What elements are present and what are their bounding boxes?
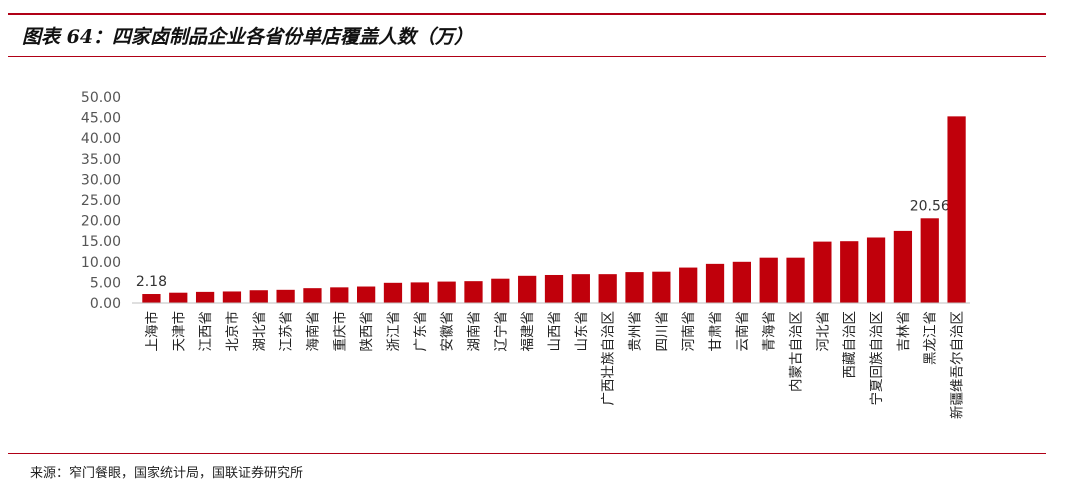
category-label: 辽宁省 <box>492 311 509 352</box>
bar <box>142 294 161 303</box>
category-label: 青海省 <box>762 311 778 352</box>
bar <box>705 263 725 303</box>
bar <box>840 241 859 303</box>
bar <box>249 290 268 303</box>
bar <box>920 218 939 303</box>
bar <box>383 282 403 303</box>
category-label: 江西省 <box>198 311 214 352</box>
category-label: 山东省 <box>574 311 590 352</box>
bar <box>813 241 832 303</box>
bar <box>679 267 698 303</box>
category-label: 上海市 <box>143 311 160 352</box>
category-label: 广西壮族自治区 <box>601 311 617 406</box>
category-label: 内蒙古自治区 <box>789 311 805 392</box>
bar <box>410 282 429 303</box>
figure-title: 图表 64：四家卤制品企业各省份单店覆盖人数（万） <box>22 26 474 48</box>
bar <box>544 274 564 303</box>
category-label: 四川省 <box>654 311 670 352</box>
data-label: 2.18 <box>136 274 167 290</box>
bar <box>652 271 671 303</box>
bar <box>169 292 188 303</box>
bar <box>437 281 456 303</box>
bar <box>222 291 242 303</box>
category-label: 山西省 <box>547 311 563 352</box>
category-label: 福建省 <box>520 311 536 352</box>
bar <box>571 274 590 303</box>
data-label: 20.56 <box>910 198 950 214</box>
bar <box>518 275 537 303</box>
category-label: 新疆维吾尔自治区 <box>950 311 966 419</box>
y-tick-label: 25.00 <box>81 193 121 209</box>
bar <box>303 288 322 303</box>
y-tick-label: 0.00 <box>90 296 121 312</box>
y-tick-label: 30.00 <box>81 172 121 188</box>
top-rule <box>8 13 1046 15</box>
category-label: 河北省 <box>815 311 831 352</box>
y-tick-label: 40.00 <box>81 131 121 147</box>
y-tick-label: 50.00 <box>81 90 121 106</box>
bar <box>598 274 617 303</box>
bar <box>866 237 886 303</box>
bar <box>491 278 510 303</box>
bar-chart: 0.00 5.00 10.00 15.00 20.00 25.00 30.00 35.00 40… <box>81 90 970 419</box>
bar <box>276 289 295 303</box>
bar <box>464 281 483 303</box>
bottom-rule <box>8 453 1046 454</box>
category-label: 广东省 <box>413 311 429 352</box>
category-label: 甘肃省 <box>708 311 724 352</box>
bar <box>893 230 913 303</box>
category-label: 海南省 <box>305 311 321 352</box>
category-label: 湖北省 <box>252 311 268 352</box>
bar <box>625 272 644 303</box>
category-label: 陕西省 <box>359 311 375 352</box>
category-label: 黑龙江省 <box>923 311 939 365</box>
category-label: 湖南省 <box>466 311 482 352</box>
category-label: 重庆市 <box>331 311 348 352</box>
category-label: 浙江省 <box>386 311 402 352</box>
y-tick-label: 10.00 <box>81 255 121 271</box>
y-tick-label: 5.00 <box>90 275 121 291</box>
bar <box>759 257 778 303</box>
bar <box>947 116 966 303</box>
y-tick-label: 35.00 <box>81 152 121 168</box>
y-tick-label: 45.00 <box>81 111 121 127</box>
source-note: 来源：窄门餐眼，国家统计局，国联证券研究所 <box>30 466 304 481</box>
title-underline <box>8 56 1046 57</box>
bar <box>330 287 349 303</box>
category-label: 江苏省 <box>279 311 295 352</box>
category-label: 西藏自治区 <box>842 311 858 379</box>
category-label: 北京市 <box>224 311 241 352</box>
bar <box>357 286 376 303</box>
category-label: 贵州省 <box>628 311 644 352</box>
category-label: 宁夏回族自治区 <box>868 311 885 406</box>
bar <box>732 261 751 303</box>
y-tick-label: 15.00 <box>81 234 121 250</box>
category-label: 安徽省 <box>440 311 456 352</box>
category-label: 吉林省 <box>896 311 912 352</box>
category-label: 河南省 <box>681 311 697 352</box>
bar <box>195 291 215 303</box>
y-tick-label: 20.00 <box>81 214 121 230</box>
bar <box>786 257 805 303</box>
category-label: 天津市 <box>170 311 187 352</box>
category-label: 云南省 <box>735 311 751 352</box>
